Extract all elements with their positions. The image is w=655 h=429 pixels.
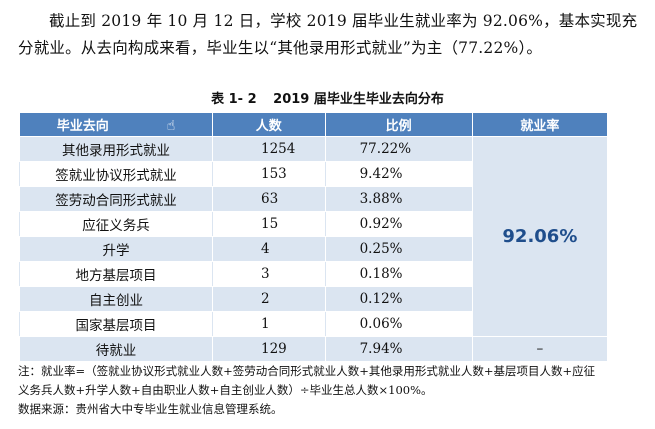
note-source: 数据来源：贵州省大中专毕业生就业信息管理系统。 (18, 402, 283, 416)
ratio-cell: 0.18% (359, 266, 403, 282)
destination-cell: 应征义务兵 (82, 218, 150, 234)
count-cell: 2 (261, 291, 270, 307)
header-destination: 毕业去向 ☝ (19, 112, 213, 137)
destination-cell: 待就业 (95, 343, 137, 359)
table-notes: 注：就业率=（签就业协议形式就业人数+签劳动合同形式就业人数+其他录用形式就业人… (18, 362, 638, 419)
count-cell: 153 (261, 166, 287, 182)
intro-paragraph: 截止到 2019 年 10 月 12 日，学校 2019 届毕业生就业率为 92… (18, 8, 643, 62)
table-row: 应征义务兵 15 0.92% (19, 211, 608, 237)
table-row-unemployed: 待就业 129 7.94% – (19, 336, 609, 362)
header-count: 人数 (212, 112, 326, 137)
ratio-cell: 0.12% (359, 291, 403, 307)
intro-line-1: 截止到 2019 年 10 月 12 日，学校 2019 届毕业生就业率为 92… (49, 12, 638, 30)
table-row: 自主创业 2 0.12% (19, 286, 608, 312)
ratio-cell: 9.42% (359, 166, 403, 182)
count-cell: 15 (261, 216, 279, 232)
ratio-cell: 7.94% (359, 341, 403, 357)
ratio-cell: 3.88% (359, 191, 403, 207)
table-row: 签劳动合同形式就业 63 3.88% (19, 186, 608, 212)
hand-pointer-icon: ☝ (166, 118, 176, 135)
destination-cell: 自主创业 (89, 293, 143, 309)
count-cell: 1 (261, 316, 270, 332)
table-caption: 表 1- 2 2019 届毕业生毕业去向分布 (0, 88, 655, 107)
count-cell: 1254 (261, 141, 296, 157)
header-employment-rate: 就业率 (471, 112, 609, 137)
caption-title: 2019 届毕业生毕业去向分布 (273, 92, 444, 107)
destination-cell: 签就业协议形式就业 (55, 168, 177, 184)
count-cell: 63 (261, 191, 279, 207)
destination-cell: 其他录用形式就业 (62, 143, 170, 159)
note-line-2: 义务兵人数+升学人数+自由职业人数+自主创业人数）÷毕业生总人数×100%。 (18, 383, 433, 397)
note-line-1: 注：就业率=（签就业协议形式就业人数+签劳动合同形式就业人数+其他录用形式就业人… (18, 364, 596, 378)
caption-label: 表 1- 2 (211, 92, 257, 107)
destination-table: 毕业去向 ☝ 人数 比例 就业率 其他录用形式就业 1254 77.22% 92.… (19, 112, 609, 362)
destination-cell: 签劳动合同形式就业 (55, 193, 177, 209)
table-row: 签就业协议形式就业 153 9.42% (19, 161, 608, 187)
table-row: 升学 4 0.25% (19, 236, 608, 262)
unemployed-rate-cell: – (471, 336, 609, 362)
table-header-row: 毕业去向 ☝ 人数 比例 就业率 (19, 112, 609, 137)
intro-line-2: 分就业。从去向构成来看，毕业生以“其他录用形式就业”为主（77.22%）。 (18, 39, 543, 57)
count-cell: 4 (261, 241, 270, 257)
ratio-cell: 77.22% (359, 141, 412, 157)
ratio-cell: 0.25% (359, 241, 403, 257)
employment-rate-cell: 92.06% (471, 136, 609, 337)
destination-cell: 升学 (102, 243, 130, 259)
count-cell: 3 (261, 266, 270, 282)
header-ratio: 比例 (324, 112, 473, 137)
ratio-cell: 0.92% (359, 216, 403, 232)
destination-cell: 国家基层项目 (75, 318, 157, 334)
destination-cell: 地方基层项目 (75, 268, 157, 284)
table-row: 其他录用形式就业 1254 77.22% 92.06% (19, 136, 609, 337)
count-cell: 129 (261, 341, 287, 357)
ratio-cell: 0.06% (359, 316, 403, 332)
